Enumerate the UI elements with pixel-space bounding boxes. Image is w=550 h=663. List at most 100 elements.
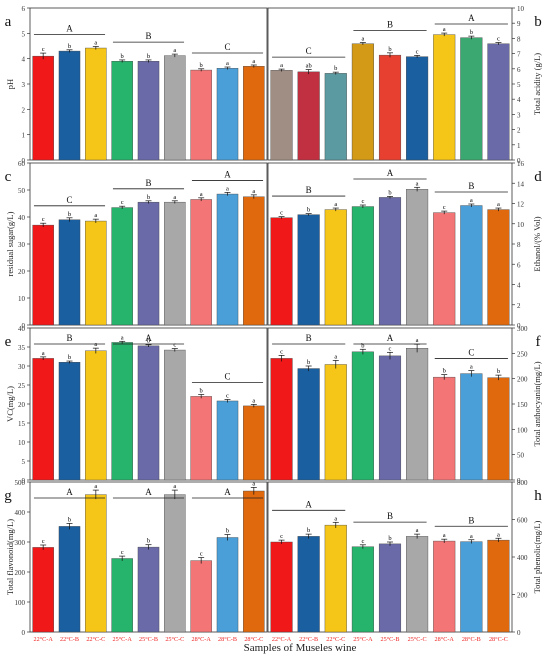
panel-d-label: d — [534, 169, 542, 185]
panel-h-bar — [433, 540, 456, 633]
panel-f-group-letter: C — [468, 348, 474, 358]
panel-h-label: h — [534, 488, 542, 504]
panel-b-ytick-label: 10 — [517, 5, 525, 13]
panel-h-ytick-label: 200 — [517, 592, 528, 600]
panel-a-sig-letter: a — [226, 60, 229, 67]
panel-h-sig-letter: a — [443, 532, 446, 539]
panel-a-sig-letter: b — [147, 53, 150, 60]
panel-b-bar — [487, 43, 510, 161]
panel-f-sig-letter: c — [280, 348, 283, 355]
panel-g-bar — [137, 546, 160, 633]
panel-e-bar — [190, 396, 212, 481]
panel-e-ytick-label: 25 — [18, 382, 26, 390]
panel-b-sig-letter: a — [361, 36, 364, 43]
panel-d-sig-letter: c — [280, 210, 283, 217]
panel-b-sig-letter: a — [443, 26, 446, 33]
panel-a-ytick-label: 5 — [22, 30, 26, 38]
panel-h-category-label: 22°C-B — [299, 636, 318, 643]
panel-e-bar — [137, 345, 160, 481]
panel-c-sig-letter: c — [42, 216, 45, 223]
panel-g-category-label: 25°C-A — [113, 636, 133, 643]
panel-b-sig-letter: a — [280, 62, 283, 69]
panel-b-bar — [351, 43, 374, 161]
panel-c-bar — [32, 224, 54, 326]
panel-c-bar — [85, 220, 107, 326]
panel-e-sig-letter: c — [226, 392, 229, 399]
panel-c-sig-letter: a — [94, 212, 97, 219]
panel-a-sig-letter: b — [68, 43, 71, 50]
panel-d-ytick-label: 4 — [517, 282, 521, 290]
panel-g-ylabel: Total flavonoid(mg/L) — [5, 519, 15, 595]
panel-a-bar — [111, 61, 133, 161]
panel-c-sig-letter: b — [68, 211, 71, 218]
panel-c-ylabel: residual sugar(g/L) — [5, 211, 15, 276]
panel-h-category-label: 22°C-A — [272, 636, 292, 643]
panel-f-bar — [324, 364, 347, 481]
panel-f-ytick-label: 200 — [517, 376, 528, 384]
panel-b-bar — [270, 70, 293, 161]
panel-d-sig-letter: c — [443, 204, 446, 211]
panel-a-ytick-label: 3 — [22, 81, 26, 89]
panel-f-ytick-label: 0 — [517, 477, 521, 485]
panel-c-bar — [243, 196, 265, 326]
panel-d-ytick-label: 12 — [517, 201, 525, 209]
panel-b-bar — [324, 73, 347, 161]
panel-g-group-letter: A — [224, 487, 231, 497]
panel-b-sig-letter: b — [388, 46, 391, 53]
panel-g-sig-letter: b — [226, 528, 229, 535]
panel-b-ytick-label: 1 — [517, 142, 521, 150]
panel-c-ytick-label: 60 — [18, 160, 26, 168]
panel-a-group-letter: B — [145, 31, 151, 41]
panel-c-bar — [164, 201, 186, 326]
panel-f-bar — [270, 358, 293, 481]
panel-b-bar — [460, 37, 483, 161]
panel-e-sig-letter: a — [252, 397, 255, 404]
panel-d-ytick-label: 16 — [517, 160, 525, 168]
panel-e-sig-letter: c — [173, 342, 176, 349]
panel-c-sig-letter: a — [173, 194, 176, 201]
panel-e-sig-letter: a — [42, 350, 45, 357]
panel-g-sig-letter: a — [173, 483, 176, 490]
panel-g-category-label: 25°C-C — [165, 636, 184, 643]
panel-d-ytick-label: 14 — [517, 180, 525, 188]
panel-b-sig-letter: c — [497, 36, 500, 43]
panel-h-bar — [324, 524, 347, 633]
panel-f-ylabel: Total anthocyanin(mg/L) — [532, 361, 542, 446]
panel-a-ytick-label: 4 — [22, 56, 26, 64]
panel-a-ytick-label: 1 — [22, 132, 26, 140]
panel-b-bar — [433, 34, 456, 161]
panel-h-bar — [270, 541, 293, 633]
panel-d-group-letter: B — [468, 181, 474, 191]
panel-h-bar — [378, 543, 402, 633]
panel-b-bar — [297, 71, 320, 161]
panel-e-sig-letter: b — [68, 354, 71, 361]
panel-g-category-label: 28°C-C — [244, 636, 263, 643]
panel-c-bar — [111, 207, 133, 326]
panel-g-bar — [58, 526, 81, 633]
panel-h-ytick-label: 400 — [517, 554, 528, 562]
panel-g-bar — [32, 547, 54, 633]
panel-b-label: b — [534, 14, 542, 30]
panel-h-group-letter: B — [387, 511, 393, 521]
panel-a-ytick-label: 0 — [22, 157, 26, 165]
panel-e-group-letter: C — [224, 372, 230, 382]
panel-d-sig-letter: a — [334, 201, 337, 208]
panel-e-ytick-label: 35 — [18, 344, 26, 352]
panel-h-sig-letter: c — [280, 533, 283, 540]
panel-g-ytick-label: 0 — [22, 629, 26, 637]
panel-b-ylabel: Total acidity (g/L) — [532, 53, 542, 115]
panel-f-bar — [460, 373, 483, 481]
panel-e-bar — [216, 400, 239, 481]
panel-b-group-letter: A — [468, 13, 475, 23]
panel-f-bar — [406, 348, 429, 481]
panel-f-sig-letter: a — [334, 353, 337, 360]
panel-g-bar — [164, 494, 186, 633]
panel-h-group-letter: A — [305, 499, 312, 509]
panel-g-bar — [85, 494, 107, 633]
panel-b-sig-letter: ab — [306, 63, 312, 70]
panel-a-bar — [164, 55, 186, 161]
panel-c-bar — [190, 199, 212, 326]
panel-d-bar — [297, 214, 320, 326]
x-axis-title: Samples of Museles wine — [244, 642, 357, 654]
panel-e-bar — [243, 405, 265, 481]
